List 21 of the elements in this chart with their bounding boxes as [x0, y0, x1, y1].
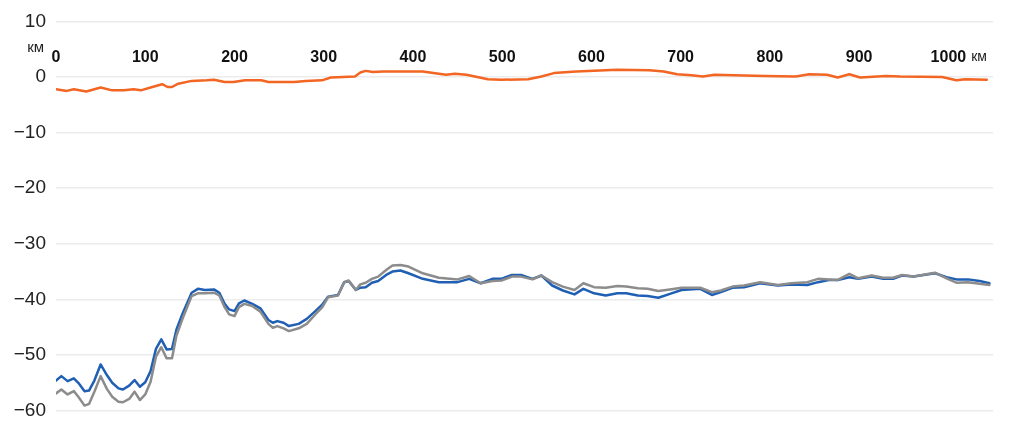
y-tick-label: −50 — [13, 343, 46, 365]
x-tick-label: 200 — [221, 48, 248, 66]
x-tick-label: 800 — [756, 48, 784, 66]
y-tick-label: −30 — [13, 232, 46, 254]
y-tick-label: −20 — [13, 176, 46, 198]
x-axis-title: км — [971, 47, 987, 64]
x-tick-label: 500 — [488, 48, 516, 66]
x-tick-label: 100 — [131, 48, 159, 66]
x-tick-label: 300 — [310, 48, 338, 66]
x-tick-label: 1000 — [930, 48, 967, 66]
y-tick-label: −10 — [13, 120, 46, 142]
y-tick-label: 0 — [35, 65, 46, 87]
y-tick-label: −40 — [13, 287, 46, 309]
y-tick-label: −60 — [13, 398, 46, 420]
x-tick-label: 900 — [845, 48, 873, 66]
x-tick-label: 600 — [578, 48, 605, 66]
x-tick-label: 700 — [667, 48, 695, 66]
x-tick-label: 0 — [51, 48, 61, 66]
x-tick-label: 400 — [399, 48, 427, 66]
y-tick-label: 10 — [24, 9, 46, 31]
y-axis-title: км — [27, 37, 44, 55]
